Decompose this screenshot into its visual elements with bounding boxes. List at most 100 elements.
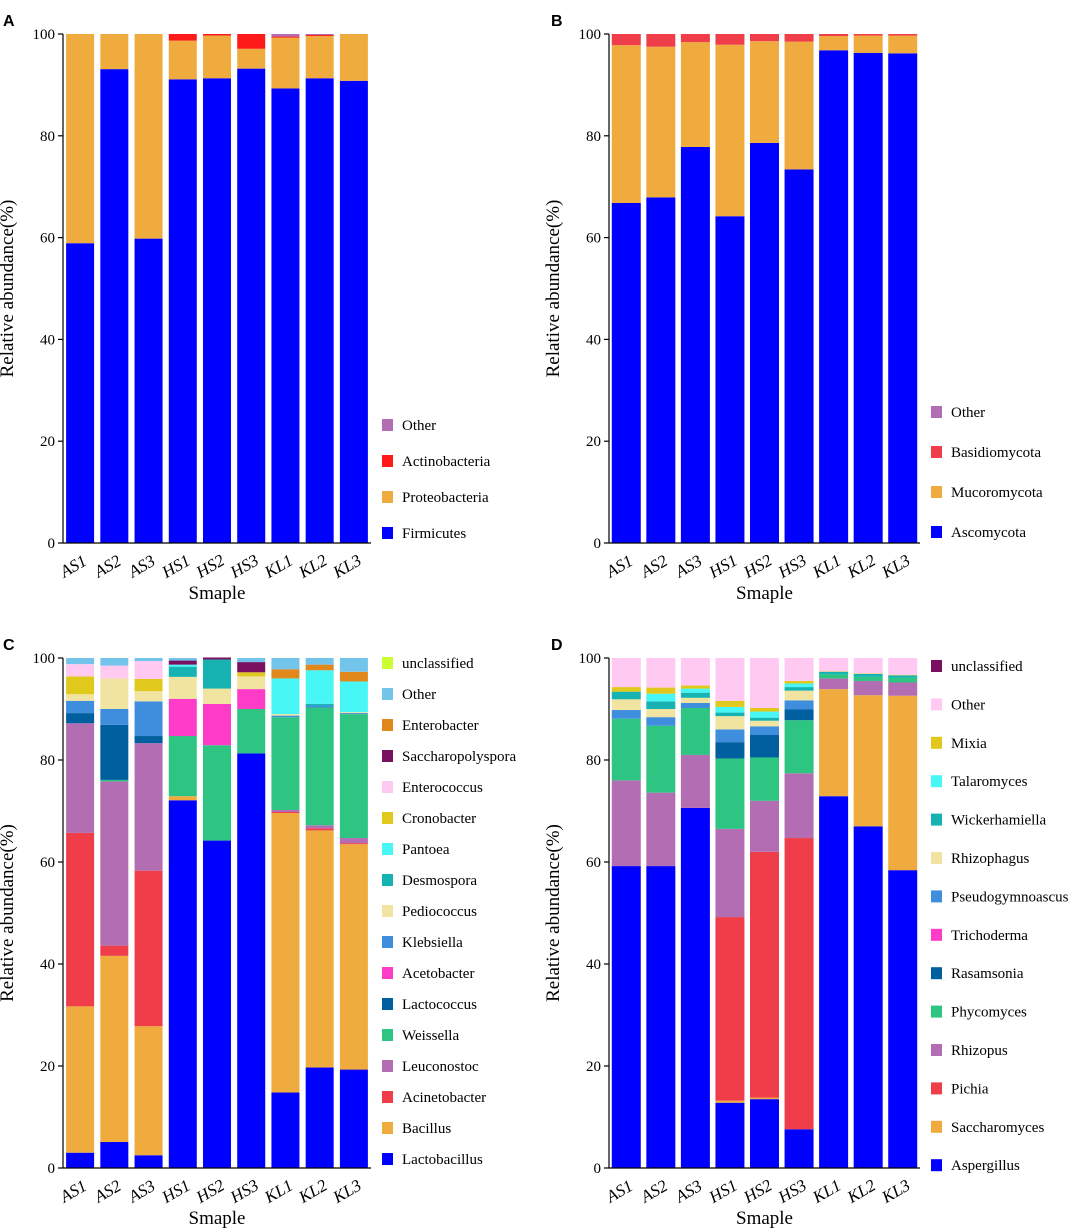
legend-label-pediococcus: Pediococcus — [402, 904, 477, 920]
legend-label-pseudogymnoascus: Pseudogymnoascus — [951, 889, 1069, 905]
legend-label-other: Other — [951, 697, 985, 713]
legend-swatch-other — [382, 419, 393, 431]
x-tick-label: KL2 — [295, 1175, 331, 1207]
bar-segment-phycomyces-hs2 — [750, 757, 779, 801]
bar-segment-firmicutes-kl2 — [305, 78, 334, 543]
bar-segment-enterococcus-as3 — [134, 661, 163, 679]
legend-label-wickerhamiella: Wickerhamiella — [951, 813, 1047, 829]
bar-segment-other-kl3 — [888, 658, 918, 675]
bar-segment-mixia-kl3 — [888, 674, 918, 676]
x-tick-label: AS1 — [56, 551, 90, 582]
bar-segment-aspergillus-kl2 — [853, 826, 883, 1168]
panel-c: C AS1 AS2 AS3 HS1 HS2 HS3 KL1 KL2 KL3 0 20 40 60 80 100… — [0, 637, 516, 1229]
y-axis-title: Relative abundance(%) — [543, 824, 564, 1002]
x-axis-title: Smaple — [736, 1208, 793, 1229]
bar-segment-leuconostoc-as2 — [100, 781, 129, 946]
bar-segment-talaromyces-hs2 — [750, 711, 779, 718]
x-tick-label: HS1 — [705, 551, 741, 583]
bar-segment-rhizopus-kl3 — [888, 682, 918, 696]
x-tick-label: AS3 — [124, 551, 158, 582]
legend-label-enterococcus: Enterococcus — [402, 780, 483, 796]
bar-segment-mucoromycota-hs3 — [784, 41, 814, 170]
bar-segment-acinetobacter-kl2 — [305, 828, 334, 831]
legend-swatch-mucoromycota — [931, 486, 942, 498]
legend-label-talaromyces: Talaromyces — [951, 774, 1028, 790]
bar-segment-rasamsonia-hs3 — [784, 709, 814, 721]
bar-segment-rhizophagus-hs2 — [750, 720, 779, 727]
y-tick-label: 60 — [586, 855, 601, 871]
y-axis-title: Relative abundance(%) — [0, 824, 18, 1002]
legend-swatch-acinetobacter — [382, 1091, 393, 1103]
bar-segment-talaromyces-hs1 — [715, 706, 745, 713]
x-tick-label: HS3 — [774, 1176, 810, 1208]
legend-swatch-acetobacter — [382, 967, 393, 979]
bar-segment-lactobacillus-as3 — [134, 1155, 163, 1168]
y-tick-label: 60 — [586, 231, 601, 247]
bar-segment-saccharopolyspora-hs2 — [203, 657, 231, 660]
bar-segment-pantoea-kl1 — [271, 678, 300, 715]
legend-swatch-saccharomyces — [931, 1120, 942, 1133]
bar-segment-basidiomycota-hs1 — [715, 34, 745, 45]
bar-segment-firmicutes-kl3 — [339, 80, 368, 543]
bar-segment-basidiomycota-kl1 — [819, 34, 849, 37]
bar-segment-pseudogymnoascus-as3 — [680, 702, 710, 708]
bar-segment-rhizophagus-as1 — [611, 699, 641, 711]
bar-segment-mixia-as2 — [646, 687, 676, 694]
bar-segment-rhizophagus-hs1 — [715, 716, 745, 730]
bar-segment-weissella-hs2 — [203, 745, 231, 841]
bar-segment-pediococcus-as1 — [66, 694, 95, 701]
bar-segment-weissella-as2 — [100, 779, 129, 782]
bar-segment-saccharomyces-kl3 — [888, 695, 918, 871]
bar-segment-acinetobacter-as2 — [100, 945, 129, 956]
bar-segment-lactococcus-as3 — [134, 736, 163, 744]
legend-label-proteobacteria: Proteobacteria — [402, 490, 489, 506]
x-tick-label: KL1 — [260, 1176, 296, 1208]
bar-segment-pediococcus-hs1 — [168, 676, 197, 699]
panel-d: D AS1 AS2 AS3 HS1 HS2 HS3 KL1 KL2 KL3 0 20 40 60 80 100… — [543, 637, 1069, 1229]
bar-segment-talaromyces-as2 — [646, 693, 676, 702]
bar-segment-pediococcus-kl3 — [339, 712, 368, 714]
bar-segment-basidiomycota-as2 — [646, 34, 676, 47]
bar-segment-desmospora-hs2 — [203, 659, 231, 689]
bar-segment-leuconostoc-kl2 — [305, 825, 334, 829]
y-tick-label: 80 — [586, 753, 601, 769]
bar-segment-basidiomycota-as1 — [611, 34, 641, 46]
bar-segment-other-kl3 — [339, 658, 368, 672]
legend-swatch-rasamsonia — [931, 967, 942, 980]
bar-segment-pediococcus-as3 — [134, 691, 163, 702]
bar-segment-weissella-kl3 — [339, 714, 368, 839]
x-tick-label: HS2 — [739, 1175, 775, 1207]
x-tick-label: AS1 — [602, 551, 636, 582]
legend-swatch-weissella — [382, 1029, 393, 1041]
bar-segment-acinetobacter-as1 — [66, 832, 95, 1007]
legend-swatch-leuconostoc — [382, 1060, 393, 1072]
y-axis-title: Relative abundance(%) — [0, 200, 18, 378]
bar-segment-basidiomycota-kl2 — [853, 34, 883, 36]
bar-segment-lactococcus-as2 — [100, 724, 129, 780]
panel-letter: C — [3, 637, 15, 654]
legend-swatch-lactobacillus — [382, 1153, 393, 1165]
bar-segment-other-kl2 — [853, 658, 883, 674]
y-tick-label: 0 — [48, 1161, 56, 1177]
legend-label-weissella: Weissella — [402, 1028, 459, 1044]
legend-swatch-cronobacter — [382, 812, 393, 824]
bar-segment-pseudogymnoascus-as2 — [646, 717, 676, 726]
bar-segment-bacillus-hs1 — [168, 796, 197, 801]
bar-segment-pseudogymnoascus-as1 — [611, 710, 641, 719]
bar-segment-phycomyces-kl3 — [888, 677, 918, 683]
x-tick-label: AS1 — [56, 1176, 90, 1207]
bar-segment-saccharopolyspora-hs1 — [168, 660, 197, 665]
bar-segment-wickerhamiella-kl1 — [819, 671, 849, 675]
bar-segment-klebsiella-as2 — [100, 709, 129, 725]
y-tick-label: 60 — [40, 231, 55, 247]
x-tick-label: AS3 — [124, 1176, 158, 1207]
bar-segment-mucoromycota-kl3 — [888, 35, 918, 54]
legend-label-firmicutes: Firmicutes — [402, 526, 466, 542]
bar-segment-mixia-kl2 — [853, 673, 883, 674]
bar-segment-leuconostoc-kl1 — [271, 809, 300, 813]
bar-segment-mucoromycota-kl1 — [819, 36, 849, 51]
legend-swatch-phycomyces — [931, 1005, 942, 1018]
x-tick-label: KL1 — [809, 1176, 845, 1208]
y-tick-label: 40 — [40, 957, 55, 973]
bar-segment-rhizopus-as1 — [611, 780, 641, 867]
